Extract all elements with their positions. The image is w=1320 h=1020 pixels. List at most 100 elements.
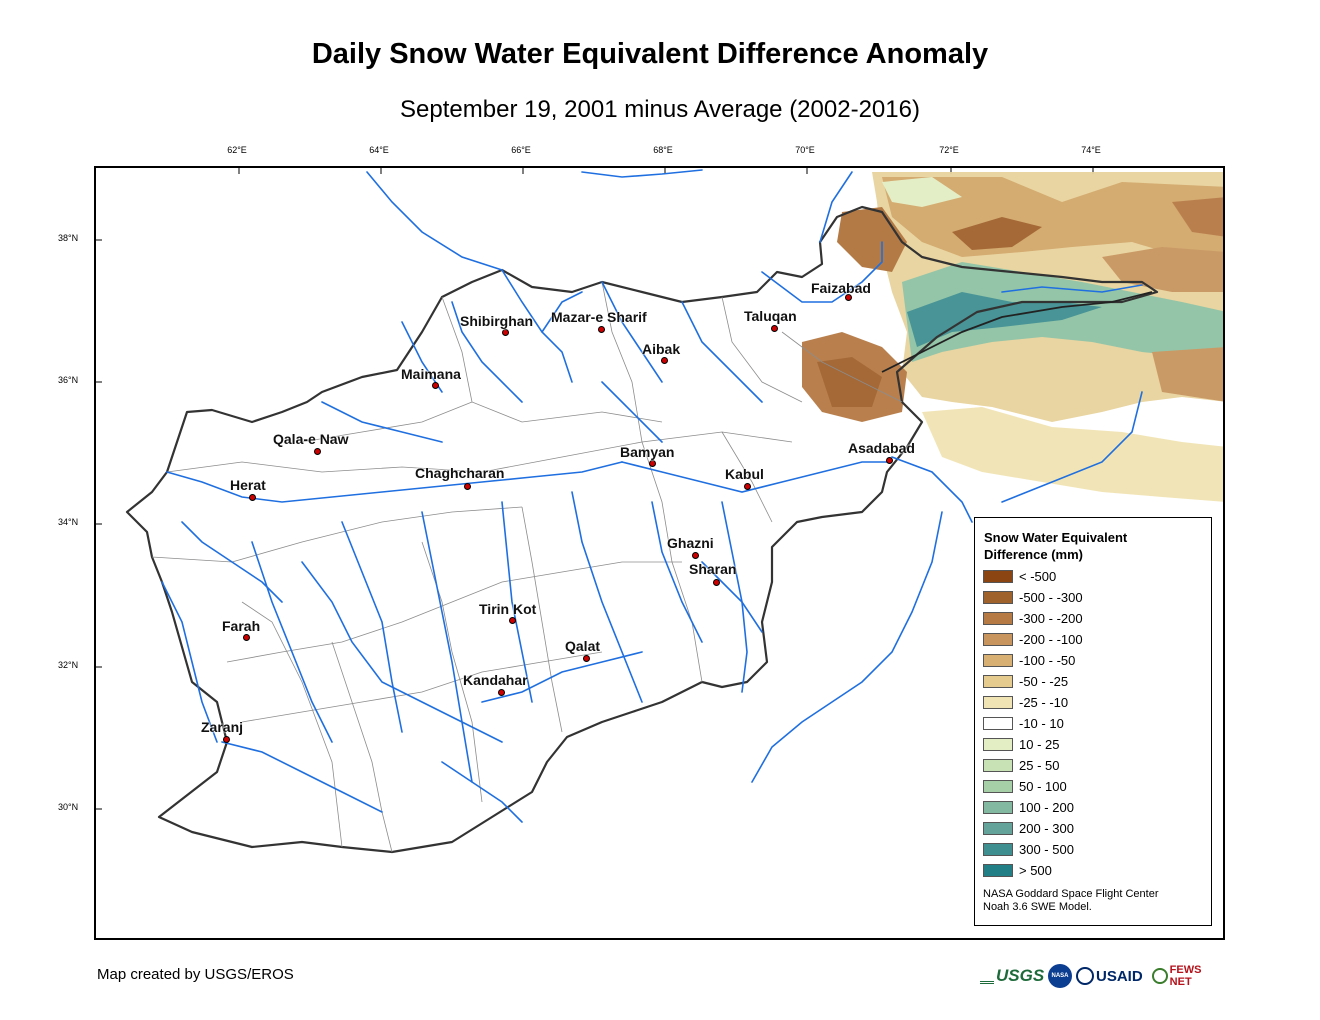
city-label-asadabad: Asadabad [848,440,915,456]
lon-tick-64: 64°E [369,145,389,155]
lon-tick-72: 72°E [939,145,959,155]
city-label-kabul: Kabul [725,466,764,482]
usgs-logo: USGS [980,962,1044,990]
legend-swatch [983,801,1013,814]
legend-title-line2: Difference (mm) [984,547,1083,562]
city-label-taluqan: Taluqan [744,308,797,324]
city-label-chaghcharan: Chaghcharan [415,465,505,481]
city-dot-aibak [661,357,668,364]
legend-label: > 500 [1019,863,1052,878]
nasa-meatball-icon: NASA [1048,964,1072,988]
legend-swatch [983,864,1013,877]
legend-label: -300 - -200 [1019,611,1083,626]
city-dot-kabul [744,483,751,490]
legend-swatch [983,675,1013,688]
lon-tick-74: 74°E [1081,145,1101,155]
city-dot-farah [243,634,250,641]
footer-credit: Map created by USGS/EROS [97,966,294,983]
legend-row: > 500 [983,860,1052,881]
city-dot-shibirghan [502,329,509,336]
city-label-qalat: Qalat [565,638,601,654]
legend-row: < -500 [983,566,1056,587]
logo-text-fews-net: FEWS NET [1169,964,1202,988]
legend-swatch [983,759,1013,772]
lat-tick-38: 38°N [58,233,79,243]
legend-row: 300 - 500 [983,839,1074,860]
legend-row: -100 - -50 [983,650,1075,671]
city-label-shibirghan: Shibirghan [460,313,534,329]
city-dot-taluqan [771,325,778,332]
legend-row: -50 - -25 [983,671,1068,692]
usaid-seal-icon [1076,967,1094,985]
city-label-qala-e-naw: Qala-e Naw [273,431,349,447]
city-dot-tirin-kot [509,617,516,624]
afghanistan-border [125,205,1159,854]
city-label-maimana: Maimana [401,366,461,382]
legend-row: 10 - 25 [983,734,1059,755]
legend-row: -300 - -200 [983,608,1083,629]
legend-row: 200 - 300 [983,818,1074,839]
lon-tick-68: 68°E [653,145,673,155]
city-dot-kandahar [498,689,505,696]
city-dot-qala-e-naw [314,448,321,455]
city-dot-sharan [713,579,720,586]
city-dot-qalat [583,655,590,662]
lon-tick-62: 62°E [227,145,247,155]
city-label-sharan: Sharan [689,561,737,577]
legend-label: -500 - -300 [1019,590,1083,605]
city-dot-ghazni [692,552,699,559]
city-dot-herat [249,494,256,501]
legend-label: 100 - 200 [1019,800,1074,815]
nasa-logo: NASA [1048,962,1072,990]
snow-anomaly-field [802,172,1223,502]
logo-text-usgs: USGS [996,966,1045,985]
legend-label: 300 - 500 [1019,842,1074,857]
lat-tick-32: 32°N [58,660,79,670]
legend-swatch [983,654,1013,667]
city-dot-maimana [432,382,439,389]
legend-row: 25 - 50 [983,755,1059,776]
legend-swatch [983,780,1013,793]
basin-boundaries [151,281,903,853]
map-title: Daily Snow Water Equivalent Difference A… [311,38,989,70]
legend-swatch [983,738,1013,751]
city-label-mazar-e-sharif: Mazar-e Sharif [551,309,647,325]
city-label-bamyan: Bamyan [620,444,675,460]
lat-tick-34: 34°N [58,517,79,527]
legend-swatch [983,570,1013,583]
city-label-faizabad: Faizabad [811,280,871,296]
legend-credit: NASA Goddard Space Flight Center Noah 3.… [983,888,1158,914]
legend-row: 100 - 200 [983,797,1074,818]
legend-label: -100 - -50 [1019,653,1076,668]
legend-label: 50 - 100 [1019,779,1067,794]
legend-credit-line1: NASA Goddard Space Flight Center [983,888,1159,900]
city-label-aibak: Aibak [642,341,681,357]
city-dot-zaranj [223,736,230,743]
logo-strip: USGS NASA USAID FEWS NET [980,962,1225,992]
city-dot-mazar-e-sharif [598,326,605,333]
city-label-ghazni: Ghazni [667,535,714,551]
lat-tick-36: 36°N [58,375,79,385]
legend-row: -25 - -10 [983,692,1068,713]
legend-swatch [983,717,1013,730]
legend-credit-line2: Noah 3.6 SWE Model. [983,901,1092,913]
logo-text-nasa: NASA [1051,973,1069,979]
map-subtitle: September 19, 2001 minus Average (2002-2… [400,96,920,123]
lon-tick-66: 66°E [511,145,531,155]
legend: Snow Water Equivalent Difference (mm) < … [974,517,1212,926]
city-label-kandahar: Kandahar [463,672,528,688]
legend-label: -200 - -100 [1019,632,1083,647]
legend-swatch [983,591,1013,604]
city-label-farah: Farah [222,618,261,634]
legend-label: -50 - -25 [1019,674,1069,689]
lat-tick-30: 30°N [58,802,79,812]
fews-net-globe-icon [1152,968,1168,984]
usgs-wave-icon [980,969,994,984]
lon-tick-70: 70°E [795,145,815,155]
legend-title: Snow Water Equivalent Difference (mm) [984,529,1127,563]
pamir-boundary [881,291,1153,373]
map-canvas [96,168,1223,854]
city-dot-faizabad [845,294,852,301]
legend-label: -25 - -10 [1019,695,1069,710]
legend-swatch [983,612,1013,625]
